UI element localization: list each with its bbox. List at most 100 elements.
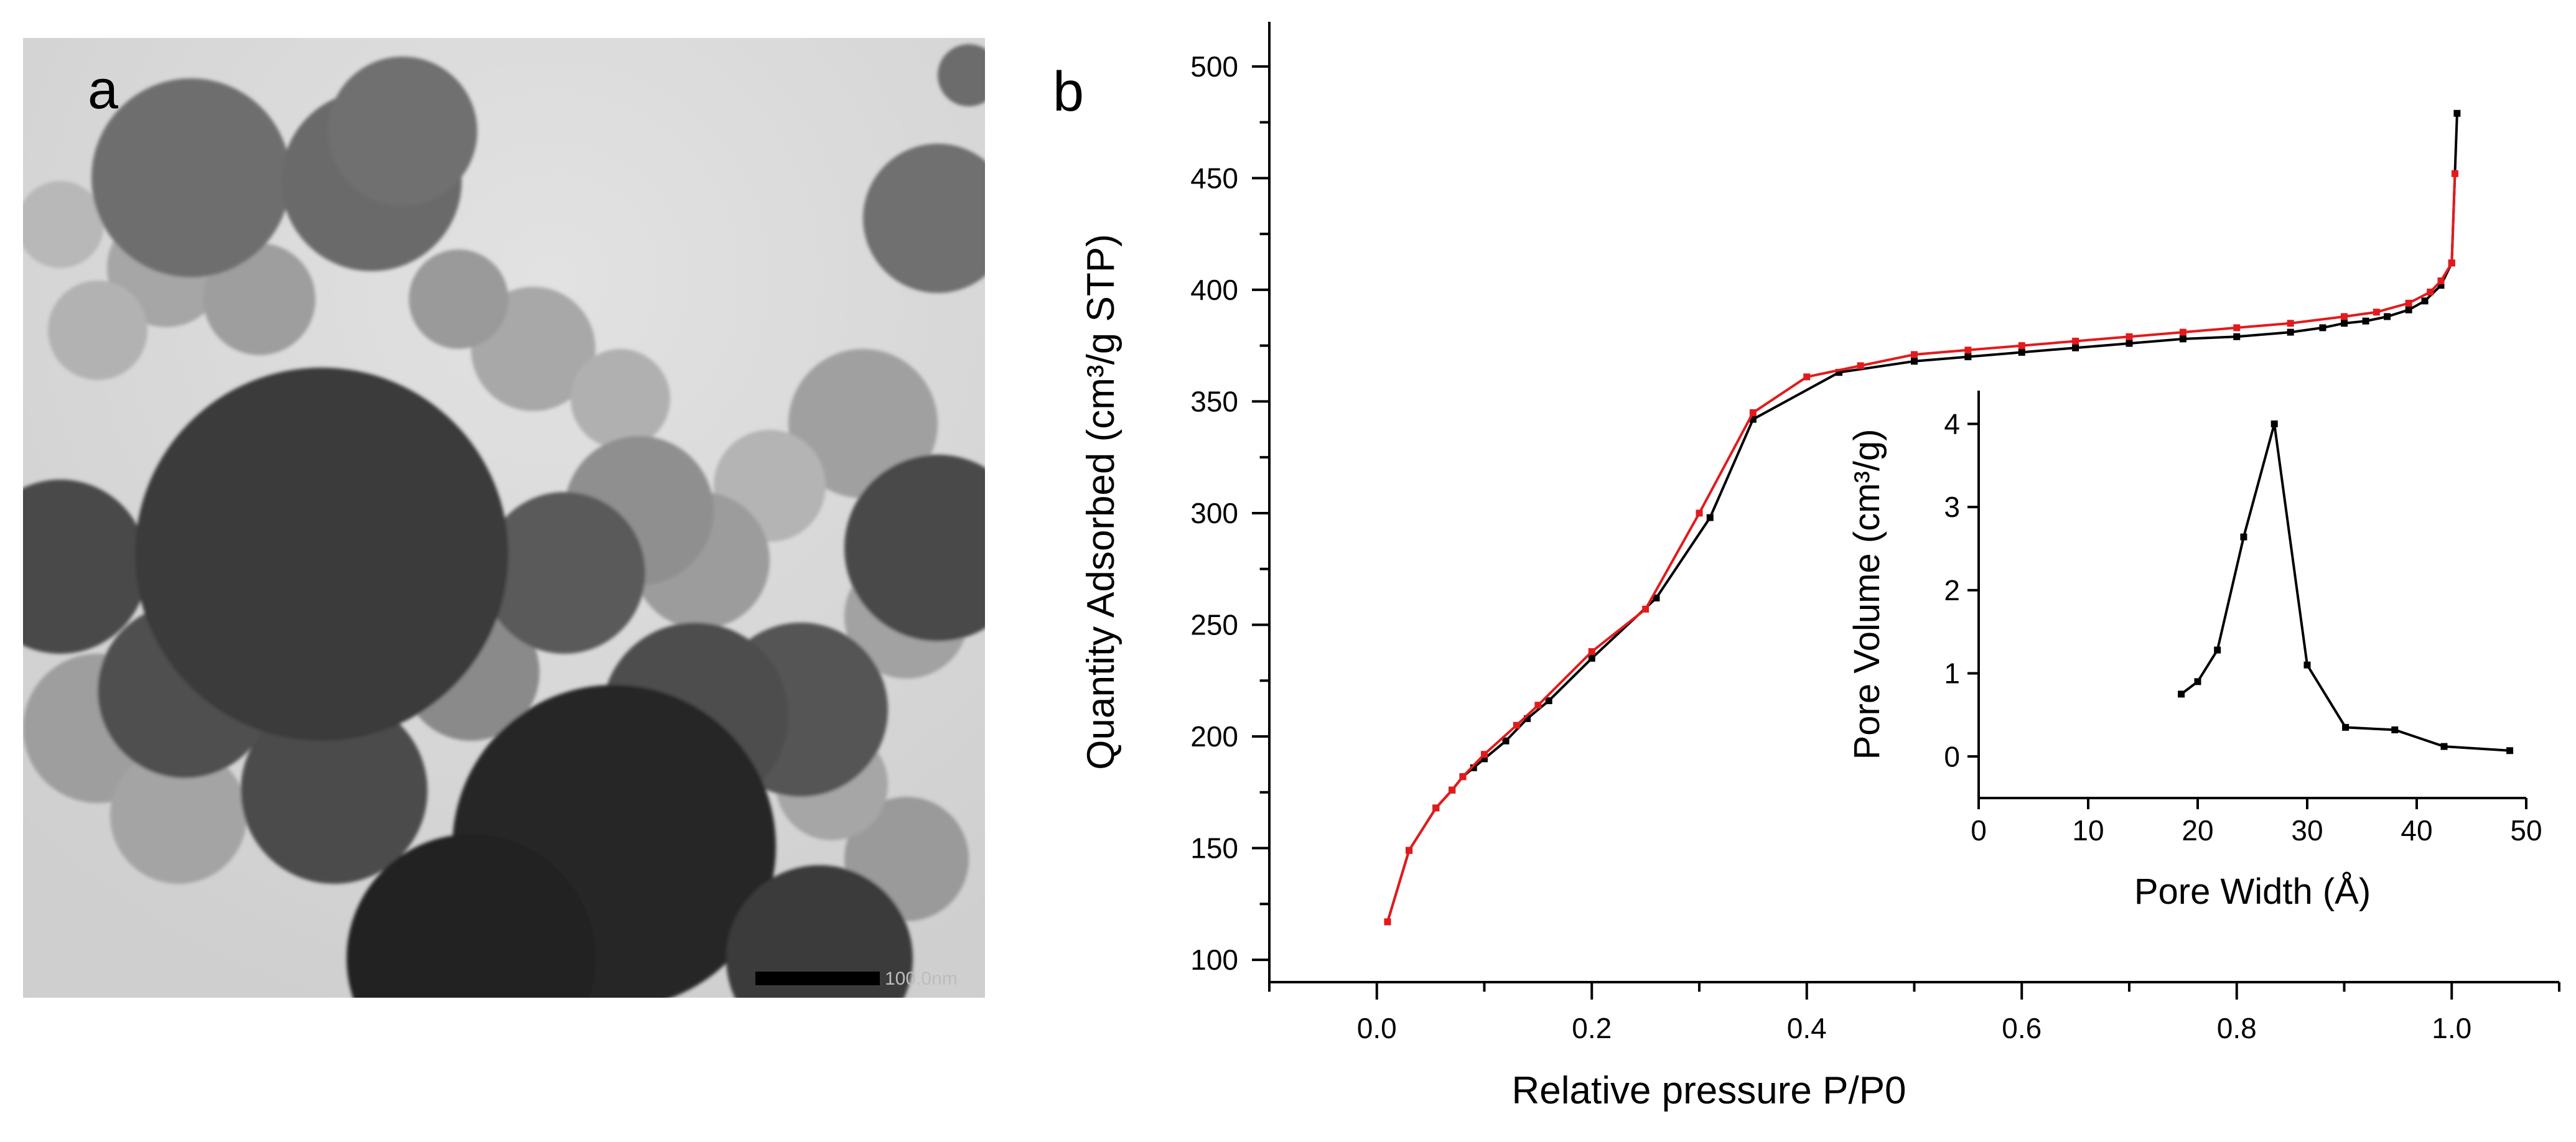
main-series-0-point [1545,697,1552,705]
main-series-1-point [1513,722,1520,729]
main-series-1-line [1386,174,2457,922]
main-series-0-point [2072,344,2079,351]
main-series-1-point [1857,362,1864,369]
inset-x-tick-label: 30 [2291,814,2323,847]
main-x-tick-label: 0.6 [2002,1012,2042,1044]
main-y-tick-label: 500 [1190,50,1238,83]
main-y-tick-label: 200 [1190,720,1238,753]
inset-series-0-line [2180,423,2510,752]
main-series-1-point [1406,847,1413,854]
main-x-tick-label: 0.0 [1357,1012,1397,1044]
inset-y-tick-label: 2 [1944,574,1960,606]
main-series-0-point [2405,306,2412,313]
main-series-0-line [1386,113,2458,922]
inset-series-0-point [2270,420,2278,427]
inset-x-tick-label: 40 [2401,814,2432,847]
main-series-0-point [1470,764,1477,771]
inset-x-tick-label: 0 [1971,814,1987,847]
inset-x-tick-label: 50 [2510,814,2542,847]
main-x-tick-label: 1.0 [2432,1012,2471,1044]
main-series-0-point [2421,297,2429,305]
main-series-1-point [2437,277,2445,285]
main-x-axis-title: Relative pressure P/P0 [1511,1069,1906,1112]
main-y-tick-label: 400 [1190,274,1238,306]
main-series-0-point [1964,353,1972,361]
inset-series-0-point [2303,661,2311,669]
inset-y-tick-label: 4 [1944,408,1960,440]
main-series-1-point [1481,751,1488,758]
main-series-1-point [1803,373,1811,381]
main-series-0-point [2437,282,2445,289]
main-series-0-point [2362,317,2369,325]
main-series-1-point [2126,333,2133,340]
inset-x-tick-label: 20 [2182,814,2213,847]
scale-bar [755,972,880,985]
main-y-tick-label: 250 [1190,609,1238,641]
main-series-1-point [1642,605,1650,613]
main-series-0-point [2384,313,2391,320]
tem-micrograph-image: a 100.0nm [0,38,1031,1083]
main-series-1-point [2448,259,2455,267]
inset-series-0-point [2194,678,2201,685]
main-series [1384,109,2461,926]
main-series-1-point [1749,409,1757,416]
main-y-tick-label: 100 [1190,944,1238,976]
main-series-0-point [2018,348,2025,356]
main-series-1-point [2018,342,2025,350]
inset-series-0-point [2342,723,2350,731]
main-series-0-point [1524,715,1531,722]
main-series-1-point [1432,804,1440,812]
scale-bar-label: 100.0nm [885,968,958,989]
main-series-0-point [2287,328,2294,336]
main-series-0-point [1706,514,1714,521]
main-series-0-point [1653,594,1660,601]
main-x-tick-label: 0.4 [1787,1012,1827,1044]
main-series-0-point [2179,335,2186,343]
inset-series-0-point [2391,726,2399,733]
inset-series-0-point [2178,690,2185,698]
main-y-axis-title: Quantity Adsorbed (cm³/g STP) [1080,234,1122,769]
main-series-1-point [2427,288,2434,295]
main-series-1-point [1534,702,1542,709]
main-series-0-point [1588,654,1595,662]
main-series-1-point [1588,648,1595,656]
inset-series-0-point [2240,533,2247,541]
main-y-tick-label: 300 [1190,497,1238,529]
main-series-1-point [1459,773,1467,781]
main-axes: 0.0 0.2 0.4 0.6 0.8 1.01001502002503003504004… [1080,22,2560,1112]
main-series-1-point [2405,299,2412,307]
main-series-1-point [1449,786,1456,794]
main-series-1-point [2072,337,2079,345]
inset-x-tick-label: 10 [2072,814,2104,847]
main-series-1-point [1696,509,1703,517]
inset-y-tick-label: 3 [1944,491,1960,523]
main-series-1-point [2373,309,2380,316]
main-series-1-point [2287,320,2294,327]
main-x-tick-label: 0.8 [2217,1012,2257,1044]
main-series-0-point [2341,320,2348,327]
main-series-1-point [1911,351,1918,358]
main-series-1-point [1964,346,1972,354]
main-series-0-point [2453,109,2461,117]
main-series-0-point [1481,755,1488,763]
main-y-tick-label: 150 [1190,832,1238,865]
inset-y-axis-title: Pore Volume (cm³/g) [1847,429,1887,760]
main-series-1-point [1384,918,1391,926]
main-series-0-point [2126,340,2133,347]
inset-series-0-point [2506,747,2514,754]
inset-y-tick-label: 1 [1944,657,1960,690]
inset-y-tick-label: 0 [1944,740,1960,773]
inset-x-axis-title: Pore Width (Å) [2134,871,2371,912]
inset-series [2178,420,2514,754]
main-series-1-point [2451,170,2458,177]
inset-series-0-point [2214,646,2221,654]
main-series-0-point [1836,369,1843,376]
main-y-tick-label: 450 [1190,162,1238,194]
inset-axes: 0 10 20 30 40 50 0 1 2 3 4 Pore Width (Å) Pore Volum… [1847,391,2542,912]
main-series-0-point [1749,415,1757,423]
inset-series-0-point [2440,743,2448,750]
main-series-0-point [1911,358,1918,365]
main-series-0-point [1502,737,1510,745]
